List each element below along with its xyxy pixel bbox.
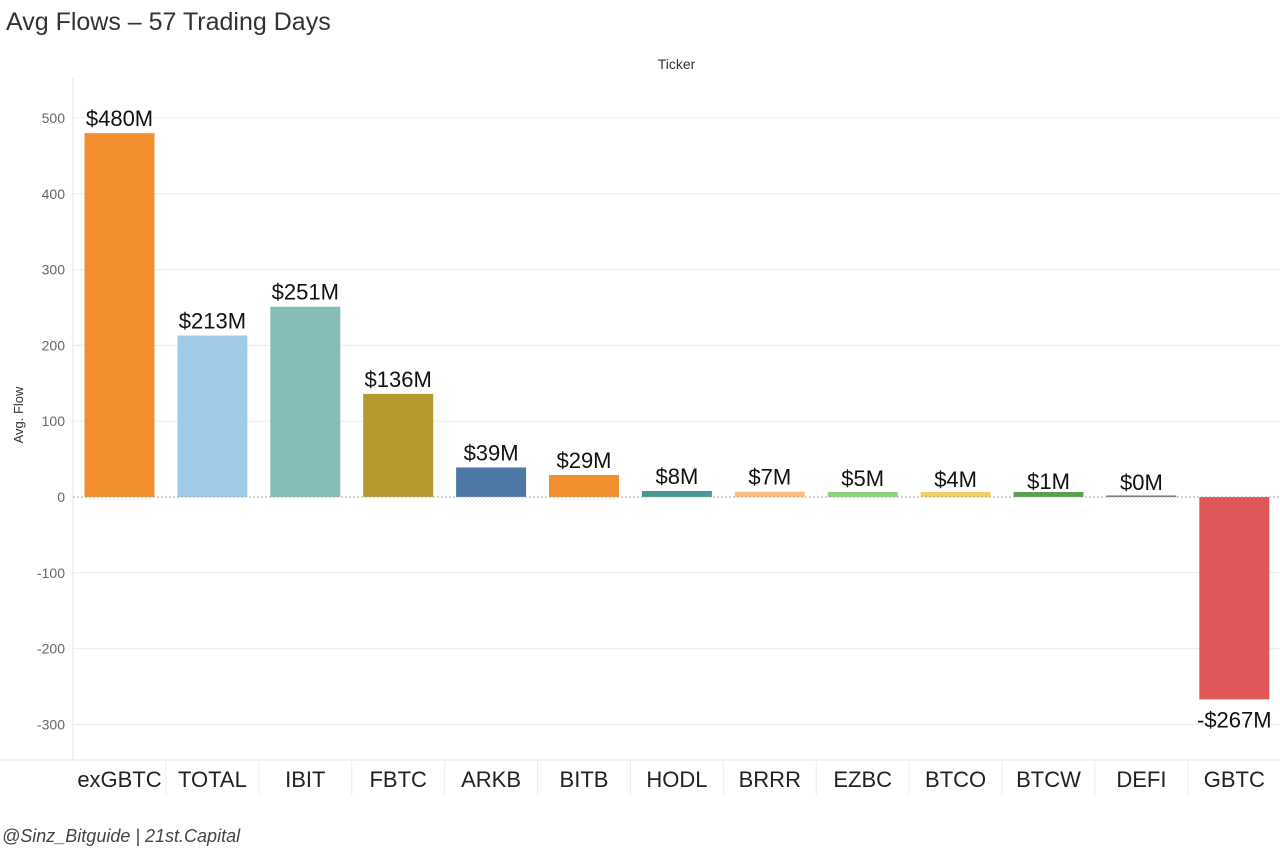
y-tick-label: 0 — [57, 489, 65, 505]
data-label-exgbtc: $480M — [86, 106, 153, 131]
x-tick-label: IBIT — [285, 767, 325, 792]
x-tick-label: HODL — [646, 767, 707, 792]
bar-gbtc[interactable] — [1199, 497, 1270, 700]
bars — [84, 133, 1270, 700]
x-tick-label: TOTAL — [178, 767, 247, 792]
bar-arkb[interactable] — [456, 467, 527, 497]
bar-ezbc[interactable] — [827, 492, 898, 497]
bar-brrr[interactable] — [734, 491, 805, 497]
gridlines — [73, 117, 1280, 725]
y-tick-label: -100 — [37, 565, 65, 581]
bar-total[interactable] — [177, 335, 248, 497]
data-label-arkb: $39M — [464, 440, 519, 465]
data-label-ezbc: $5M — [841, 466, 884, 491]
y-tick-label: 500 — [42, 110, 66, 126]
data-label-btcw: $1M — [1027, 469, 1070, 494]
bar-defi[interactable] — [1106, 495, 1177, 498]
bar-hodl[interactable] — [641, 490, 712, 497]
x-ticks: exGBTC TOTAL IBIT FBTC ARKB BITB HODL BRRR EZBC B… — [77, 760, 1265, 795]
x-tick-label: BTCO — [925, 767, 986, 792]
data-label-ibit: $251M — [272, 280, 339, 305]
data-labels: $480M $213M $251M $136M $39M $29M $8M $7M $5M $4M… — [86, 106, 1272, 732]
x-tick-label: GBTC — [1204, 767, 1265, 792]
x-tick-label: BRRR — [739, 767, 801, 792]
column-header: Ticker — [657, 56, 696, 72]
y-tick-label: -300 — [37, 716, 65, 732]
bar-exgbtc[interactable] — [84, 133, 155, 497]
bar-fbtc[interactable] — [363, 393, 434, 497]
data-label-brrr: $7M — [748, 465, 791, 490]
y-tick-label: 400 — [42, 186, 66, 202]
x-tick-label: BITB — [560, 767, 609, 792]
x-tick-label: ARKB — [461, 767, 521, 792]
y-tick-label: 100 — [42, 413, 66, 429]
bar-btcw[interactable] — [1013, 492, 1084, 497]
x-tick-label: FBTC — [369, 767, 427, 792]
x-tick-label: BTCW — [1016, 767, 1081, 792]
bar-btco[interactable] — [920, 492, 991, 497]
y-tick-label: 200 — [42, 337, 66, 353]
y-axis-title: Avg. Flow — [11, 386, 26, 443]
data-label-fbtc: $136M — [365, 367, 432, 392]
y-ticks: 500 400 300 200 100 0 -100 -200 -300 — [37, 110, 65, 732]
x-tick-label: exGBTC — [77, 767, 161, 792]
data-label-total: $213M — [179, 309, 246, 334]
bar-bitb[interactable] — [549, 475, 619, 497]
data-label-hodl: $8M — [656, 464, 699, 489]
x-tick-label: EZBC — [833, 767, 892, 792]
bar-ibit[interactable] — [270, 306, 341, 497]
data-label-defi: $0M — [1120, 470, 1163, 495]
y-tick-label: 300 — [42, 262, 66, 278]
y-tick-label: -200 — [37, 641, 65, 657]
footer-credit: @Sinz_Bitguide | 21st.Capital — [2, 826, 241, 846]
data-label-gbtc: -$267M — [1197, 707, 1272, 732]
data-label-bitb: $29M — [556, 448, 611, 473]
chart-title: Avg Flows – 57 Trading Days — [6, 8, 331, 36]
data-label-btco: $4M — [934, 467, 977, 492]
x-tick-label: DEFI — [1116, 767, 1166, 792]
